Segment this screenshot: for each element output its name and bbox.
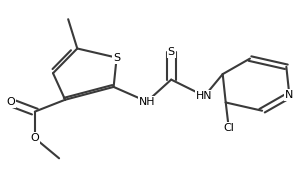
Text: N: N	[285, 90, 294, 100]
Text: O: O	[31, 133, 39, 143]
Text: NH: NH	[139, 97, 155, 107]
Text: HN: HN	[196, 91, 213, 101]
Text: S: S	[113, 53, 120, 63]
Text: S: S	[168, 47, 175, 57]
Text: O: O	[6, 98, 15, 107]
Text: Cl: Cl	[223, 123, 234, 133]
